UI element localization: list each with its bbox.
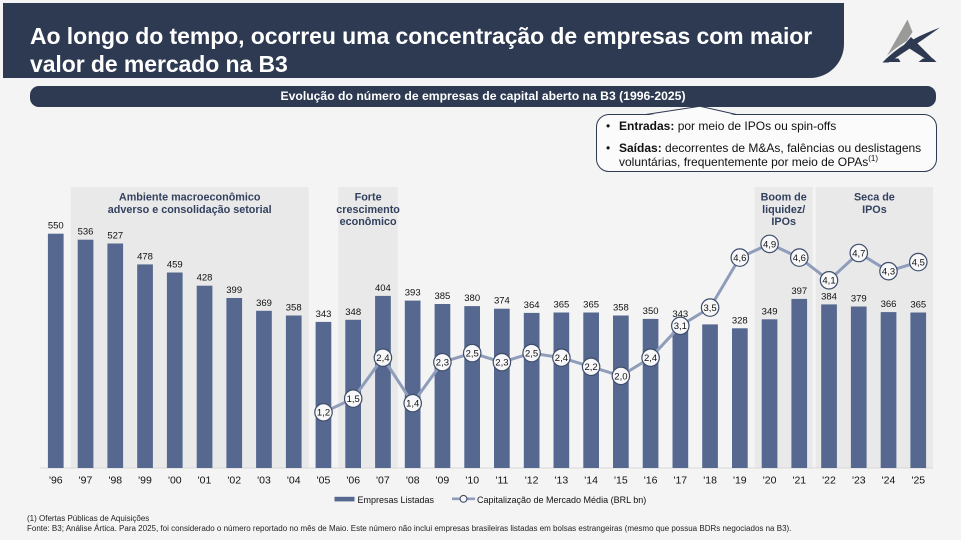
svg-text:4,7: 4,7 bbox=[852, 248, 865, 259]
svg-text:2,3: 2,3 bbox=[436, 358, 449, 369]
svg-text:428: 428 bbox=[197, 273, 213, 284]
svg-text:4,3: 4,3 bbox=[882, 267, 895, 278]
svg-text:358: 358 bbox=[286, 303, 302, 314]
svg-text:404: 404 bbox=[375, 283, 391, 294]
svg-text:'19: '19 bbox=[733, 475, 747, 487]
svg-text:'98: '98 bbox=[108, 475, 122, 487]
svg-text:1,5: 1,5 bbox=[347, 394, 360, 405]
svg-text:365: 365 bbox=[583, 300, 599, 311]
svg-text:1,2: 1,2 bbox=[317, 408, 330, 419]
svg-text:'25: '25 bbox=[911, 475, 925, 487]
svg-text:343: 343 bbox=[672, 309, 688, 320]
svg-text:328: 328 bbox=[732, 315, 748, 326]
svg-text:'13: '13 bbox=[555, 475, 569, 487]
svg-text:399: 399 bbox=[226, 285, 242, 296]
svg-text:379: 379 bbox=[851, 294, 867, 305]
svg-text:365: 365 bbox=[553, 300, 569, 311]
svg-text:348: 348 bbox=[345, 307, 361, 318]
svg-text:'07: '07 bbox=[376, 475, 390, 487]
svg-text:2,4: 2,4 bbox=[644, 353, 657, 364]
svg-text:'11: '11 bbox=[495, 475, 508, 487]
svg-text:4,1: 4,1 bbox=[822, 276, 835, 287]
svg-text:550: 550 bbox=[48, 221, 64, 232]
svg-text:459: 459 bbox=[167, 260, 183, 271]
svg-text:385: 385 bbox=[434, 291, 450, 302]
svg-text:'04: '04 bbox=[287, 475, 301, 487]
svg-text:'01: '01 bbox=[198, 475, 212, 487]
svg-text:'08: '08 bbox=[406, 475, 420, 487]
svg-text:2,3: 2,3 bbox=[495, 358, 508, 369]
svg-text:536: 536 bbox=[78, 227, 94, 238]
svg-text:'00: '00 bbox=[168, 475, 182, 487]
svg-text:Empresas Listadas: Empresas Listadas bbox=[358, 495, 435, 505]
svg-text:'02: '02 bbox=[227, 475, 241, 487]
svg-text:'23: '23 bbox=[852, 475, 866, 487]
svg-text:350: 350 bbox=[643, 306, 659, 317]
svg-text:2,0: 2,0 bbox=[614, 371, 627, 382]
svg-text:4,6: 4,6 bbox=[733, 253, 746, 264]
svg-text:1,4: 1,4 bbox=[406, 399, 419, 410]
svg-text:366: 366 bbox=[881, 299, 897, 310]
svg-text:'18: '18 bbox=[703, 475, 717, 487]
svg-text:349: 349 bbox=[762, 306, 778, 317]
svg-text:365: 365 bbox=[910, 300, 926, 311]
svg-text:527: 527 bbox=[107, 231, 123, 242]
svg-text:3,1: 3,1 bbox=[674, 321, 687, 332]
svg-text:374: 374 bbox=[494, 296, 510, 307]
svg-text:'20: '20 bbox=[763, 475, 777, 487]
svg-text:3,5: 3,5 bbox=[703, 303, 716, 314]
svg-text:4,6: 4,6 bbox=[793, 253, 806, 264]
svg-text:343: 343 bbox=[316, 309, 332, 320]
svg-text:'12: '12 bbox=[525, 475, 539, 487]
svg-text:397: 397 bbox=[791, 286, 807, 297]
svg-text:'14: '14 bbox=[584, 475, 598, 487]
svg-text:380: 380 bbox=[464, 293, 480, 304]
svg-text:2,5: 2,5 bbox=[525, 349, 538, 360]
svg-text:'17: '17 bbox=[673, 475, 687, 487]
svg-text:4,5: 4,5 bbox=[912, 258, 925, 269]
svg-text:393: 393 bbox=[405, 288, 421, 299]
svg-text:'09: '09 bbox=[436, 475, 450, 487]
svg-text:'16: '16 bbox=[644, 475, 658, 487]
svg-text:'99: '99 bbox=[138, 475, 152, 487]
svg-text:'06: '06 bbox=[346, 475, 360, 487]
svg-text:2,4: 2,4 bbox=[376, 353, 389, 364]
svg-text:478: 478 bbox=[137, 251, 153, 262]
svg-text:4,9: 4,9 bbox=[763, 239, 776, 250]
svg-text:Capitalização de Mercado Média: Capitalização de Mercado Média (BRL bn) bbox=[477, 495, 646, 505]
svg-text:'97: '97 bbox=[79, 475, 93, 487]
svg-text:369: 369 bbox=[256, 298, 272, 309]
svg-text:'22: '22 bbox=[822, 475, 836, 487]
svg-text:358: 358 bbox=[613, 303, 629, 314]
svg-text:'15: '15 bbox=[614, 475, 628, 487]
svg-text:'10: '10 bbox=[465, 475, 479, 487]
svg-text:'21: '21 bbox=[792, 475, 806, 487]
svg-text:2,4: 2,4 bbox=[555, 353, 568, 364]
svg-text:'96: '96 bbox=[49, 475, 63, 487]
svg-text:364: 364 bbox=[524, 300, 540, 311]
svg-text:2,2: 2,2 bbox=[584, 362, 597, 373]
svg-text:'03: '03 bbox=[257, 475, 271, 487]
svg-text:2,5: 2,5 bbox=[466, 349, 479, 360]
svg-text:384: 384 bbox=[821, 291, 837, 302]
svg-text:'05: '05 bbox=[317, 475, 331, 487]
svg-text:'24: '24 bbox=[882, 475, 896, 487]
